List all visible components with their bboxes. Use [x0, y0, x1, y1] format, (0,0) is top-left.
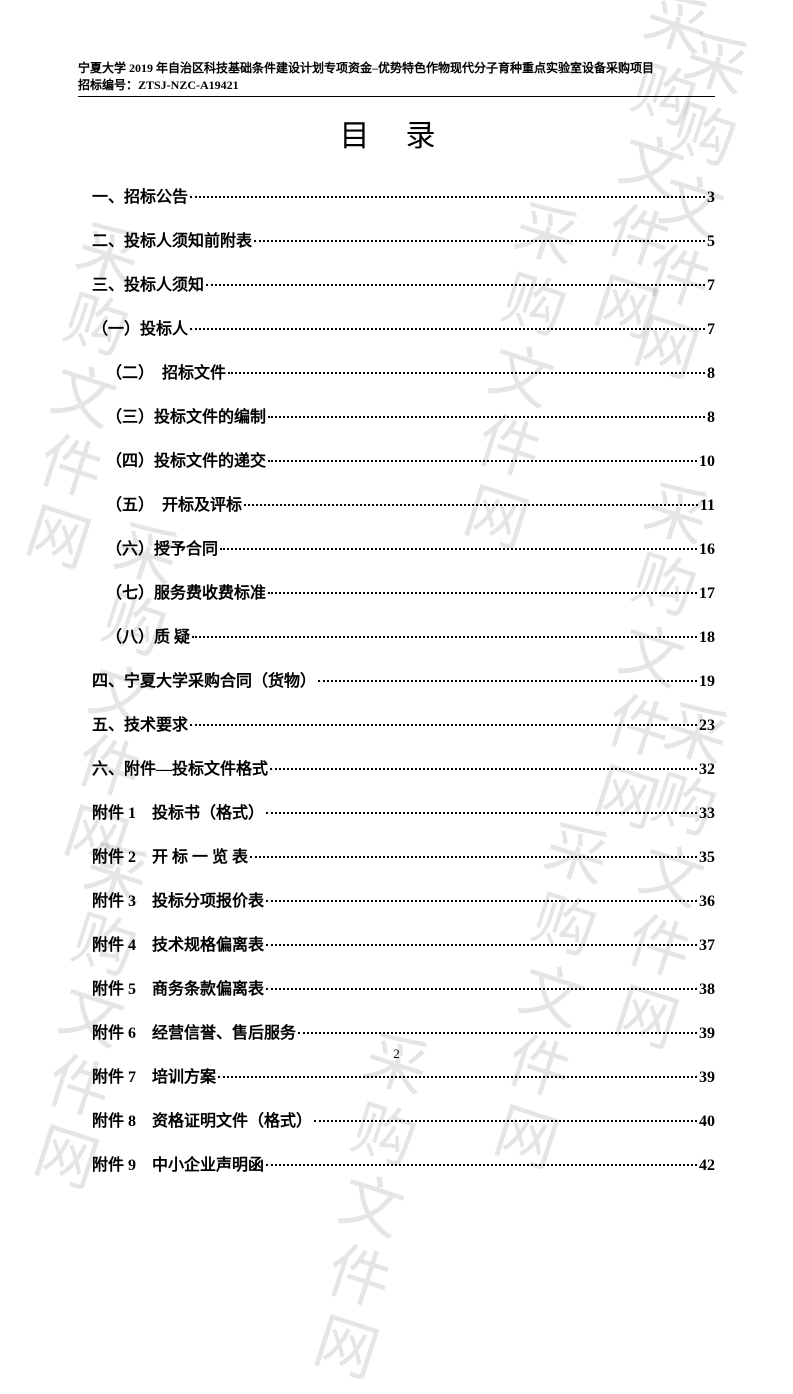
toc-entry-label: （六）授予合同	[106, 535, 218, 559]
toc-entry-label: 附件 6 经营信誉、售后服务	[92, 1019, 296, 1043]
toc-leader-dots	[318, 680, 697, 682]
toc-leader-dots	[190, 328, 705, 330]
page-header: 宁夏大学 2019 年自治区科技基础条件建设计划专项资金–优势特色作物现代分子育…	[78, 60, 715, 97]
toc-entry-page: 39	[699, 1069, 715, 1087]
toc-entry: 附件 2 开 标 一 览 表 35	[92, 843, 715, 867]
toc-entry: （六）授予合同 16	[92, 535, 715, 559]
toc-entry-page: 37	[699, 937, 715, 955]
toc-entry-label: 附件 5 商务条款偏离表	[92, 975, 264, 999]
toc-entry-label: 三、投标人须知	[92, 271, 204, 295]
toc-entry-label: 一、招标公告	[92, 183, 188, 207]
toc-entry-page: 8	[707, 409, 715, 427]
toc-entry: 二、投标人须知前附表 5	[92, 227, 715, 251]
toc-entry-label: （二） 招标文件	[106, 359, 226, 383]
toc-entry-label: 四、宁夏大学采购合同（货物）	[92, 667, 316, 691]
toc-leader-dots	[192, 636, 697, 638]
toc-entry-page: 10	[699, 453, 715, 471]
toc-entry: 四、宁夏大学采购合同（货物） 19	[92, 667, 715, 691]
toc-leader-dots	[220, 548, 697, 550]
toc-leader-dots	[270, 768, 697, 770]
toc-leader-dots	[228, 372, 705, 374]
toc-entry-page: 8	[707, 365, 715, 383]
toc-entry-label: 附件 7 培训方案	[92, 1063, 216, 1087]
toc-entry: 附件 8 资格证明文件（格式）40	[92, 1107, 715, 1131]
toc-entry-page: 33	[699, 805, 715, 823]
toc-entry-page: 5	[707, 233, 715, 251]
toc-entry: （七）服务费收费标准 17	[92, 579, 715, 603]
toc-leader-dots	[266, 900, 697, 902]
toc-list: 一、招标公告 3 二、投标人须知前附表 5 三、投标人须知 7 （一）投标人 7 （二） 招标文…	[78, 183, 715, 1175]
toc-leader-dots	[206, 284, 705, 286]
toc-entry: 五、技术要求 23	[92, 711, 715, 735]
toc-entry: （四）投标文件的递交 10	[92, 447, 715, 471]
toc-entry-page: 7	[707, 321, 715, 339]
toc-entry-page: 7	[707, 277, 715, 295]
toc-entry-label: （四）投标文件的递交	[106, 447, 266, 471]
toc-entry-page: 11	[700, 497, 715, 515]
toc-entry-label: 附件 3 投标分项报价表	[92, 887, 264, 911]
toc-entry: 附件 7 培训方案 39	[92, 1063, 715, 1087]
page: 采购文件网采购文件网采购文件网采购文件网采购文件网采购文件网采购文件网采购文件网…	[0, 0, 793, 1122]
toc-entry-page: 19	[699, 673, 715, 691]
toc-entry-page: 18	[699, 629, 715, 647]
header-bid-number: 招标编号：ZTSJ-NZC-A19421	[78, 77, 715, 94]
header-title: 宁夏大学 2019 年自治区科技基础条件建设计划专项资金–优势特色作物现代分子育…	[78, 60, 715, 77]
toc-leader-dots	[250, 856, 697, 858]
toc-leader-dots	[266, 812, 697, 814]
toc-entry-label: （五） 开标及评标	[106, 491, 242, 515]
toc-leader-dots	[298, 1032, 697, 1034]
toc-entry-label: 附件 4 技术规格偏离表	[92, 931, 264, 955]
toc-leader-dots	[190, 196, 705, 198]
toc-entry-label: （三）投标文件的编制	[106, 403, 266, 427]
toc-entry-page: 16	[699, 541, 715, 559]
toc-entry-page: 38	[699, 981, 715, 999]
toc-entry-page: 32	[699, 761, 715, 779]
toc-entry-label: 二、投标人须知前附表	[92, 227, 252, 251]
toc-entry: 一、招标公告 3	[92, 183, 715, 207]
toc-leader-dots	[268, 592, 697, 594]
toc-entry: （三）投标文件的编制 8	[92, 403, 715, 427]
toc-entry-label: 六、附件—投标文件格式	[92, 755, 268, 779]
toc-entry-page: 39	[699, 1025, 715, 1043]
toc-entry: 附件 9 中小企业声明函 42	[92, 1151, 715, 1175]
toc-entry: 附件 6 经营信誉、售后服务 39	[92, 1019, 715, 1043]
toc-leader-dots	[218, 1076, 697, 1078]
toc-leader-dots	[266, 944, 697, 946]
toc-entry: （一）投标人 7	[92, 315, 715, 339]
toc-leader-dots	[190, 724, 697, 726]
toc-entry: （八）质 疑 18	[92, 623, 715, 647]
toc-entry: （五） 开标及评标 11	[92, 491, 715, 515]
page-number: 2	[0, 1046, 793, 1062]
toc-entry-page: 17	[699, 585, 715, 603]
toc-entry: 三、投标人须知 7	[92, 271, 715, 295]
toc-entry: （二） 招标文件 8	[92, 359, 715, 383]
toc-entry: 附件 1 投标书（格式） 33	[92, 799, 715, 823]
toc-entry-page: 3	[707, 189, 715, 207]
toc-leader-dots	[266, 1164, 697, 1166]
toc-entry: 六、附件—投标文件格式 32	[92, 755, 715, 779]
toc-entry-label: 附件 8 资格证明文件（格式）	[92, 1107, 312, 1131]
toc-entry: 附件 4 技术规格偏离表 37	[92, 931, 715, 955]
toc-entry-page: 36	[699, 893, 715, 911]
toc-leader-dots	[268, 460, 697, 462]
toc-leader-dots	[314, 1120, 697, 1122]
toc-entry: 附件 5 商务条款偏离表 38	[92, 975, 715, 999]
toc-leader-dots	[254, 240, 705, 242]
toc-entry-page: 23	[699, 717, 715, 735]
toc-entry-label: 附件 1 投标书（格式）	[92, 799, 264, 823]
toc-entry-label: 附件 9 中小企业声明函	[92, 1151, 264, 1175]
toc-leader-dots	[266, 988, 697, 990]
toc-entry-page: 42	[699, 1157, 715, 1175]
toc-entry-label: （七）服务费收费标准	[106, 579, 266, 603]
toc-title: 目录	[78, 111, 715, 155]
toc-leader-dots	[244, 504, 698, 506]
toc-entry-label: 附件 2 开 标 一 览 表	[92, 843, 248, 867]
toc-entry-label: 五、技术要求	[92, 711, 188, 735]
toc-entry-page: 35	[699, 849, 715, 867]
toc-leader-dots	[268, 416, 705, 418]
toc-entry: 附件 3 投标分项报价表 36	[92, 887, 715, 911]
toc-entry-label: （八）质 疑	[106, 623, 190, 647]
toc-entry-label: （一）投标人	[92, 315, 188, 339]
